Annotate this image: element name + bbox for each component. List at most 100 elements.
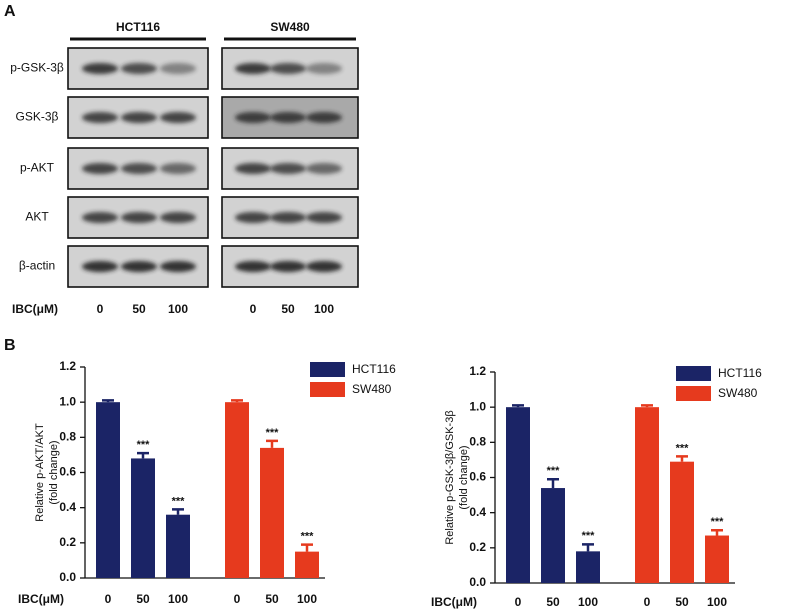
y-axis-label: Relative p-GSK-3β/GSK-3β	[444, 410, 456, 544]
error-bar	[711, 529, 723, 536]
x-tick-label: 100	[578, 595, 598, 609]
bar	[225, 402, 249, 578]
significance-label: ***	[676, 442, 690, 454]
y-tick-label: 0.2	[469, 540, 486, 554]
legend-label: SW480	[352, 382, 392, 396]
legend-swatch	[676, 386, 711, 401]
error-bar	[301, 543, 313, 552]
dose-label: 50	[132, 302, 146, 316]
significance-label: ***	[711, 516, 725, 528]
blot-band	[121, 112, 157, 123]
blot-band	[306, 163, 342, 174]
bar	[705, 535, 729, 583]
blot-band	[82, 112, 118, 123]
error-bar	[172, 508, 184, 515]
legend-label: HCT116	[352, 362, 396, 376]
blot-band	[121, 261, 157, 272]
bar	[635, 407, 659, 583]
protein-label: AKT	[25, 210, 49, 224]
x-tick-label: 50	[675, 595, 689, 609]
x-tick-label: 100	[707, 595, 727, 609]
blot-band	[160, 163, 196, 174]
x-tick-label: 100	[168, 592, 188, 606]
y-axis-label: Relative p-AKT/AKT	[34, 423, 46, 522]
significance-label: ***	[582, 530, 596, 542]
legend-swatch	[676, 366, 711, 381]
dose-axis-label: IBC(μM)	[12, 302, 58, 316]
significance-label: ***	[547, 465, 561, 477]
significance-label: ***	[301, 530, 315, 542]
panel-label: B	[4, 337, 16, 354]
protein-label: p-AKT	[20, 161, 55, 175]
bar	[506, 407, 530, 583]
error-bar	[641, 404, 653, 408]
blot-band	[270, 261, 306, 272]
blot-band	[270, 63, 306, 74]
dose-label: 0	[97, 302, 104, 316]
blot-band	[121, 163, 157, 174]
blot-panel: HCT116 0 50 100 SW480 0 50 100 p-GSK-3β GSK-3β p-A…	[10, 20, 359, 316]
blot-band	[306, 112, 342, 123]
blot-band	[306, 63, 342, 74]
y-tick-label: 1.0	[59, 394, 76, 408]
protein-label: GSK-3β	[16, 110, 59, 124]
cell-line-label: HCT116	[116, 20, 160, 34]
bar	[295, 551, 319, 578]
protein-label: p-GSK-3β	[10, 61, 64, 75]
blot-band	[160, 112, 196, 123]
blot-band	[160, 63, 196, 74]
bar	[670, 461, 694, 583]
y-tick-label: 0.8	[469, 435, 486, 449]
blot-band	[160, 212, 196, 223]
error-bar	[266, 439, 278, 448]
blot-band	[82, 212, 118, 223]
y-tick-label: 1.0	[469, 399, 486, 413]
blot-band	[235, 112, 271, 123]
blot-band	[235, 63, 271, 74]
legend-label: SW480	[718, 386, 758, 400]
error-bar	[676, 455, 688, 462]
error-bar	[231, 399, 243, 403]
blot-band	[235, 212, 271, 223]
blot-band	[235, 163, 271, 174]
error-bar	[547, 478, 559, 489]
dose-label: 100	[168, 302, 188, 316]
y-tick-label: 0.4	[469, 505, 486, 519]
y-tick-label: 0.4	[59, 500, 76, 514]
error-bar	[512, 404, 524, 408]
blot-band	[270, 112, 306, 123]
y-tick-label: 0.2	[59, 535, 76, 549]
bar	[541, 488, 565, 583]
significance-label: ***	[137, 439, 151, 451]
y-tick-label: 0.0	[469, 575, 486, 589]
blot-band	[235, 261, 271, 272]
legend-swatch	[310, 382, 345, 397]
blot-band	[306, 261, 342, 272]
error-bar	[582, 543, 594, 552]
x-tick-label: 0	[105, 592, 112, 606]
y-axis-label: (fold change)	[458, 445, 470, 509]
blot-band	[121, 212, 157, 223]
x-tick-label: 50	[136, 592, 150, 606]
bar	[131, 458, 155, 578]
significance-label: ***	[266, 427, 280, 439]
legend-swatch	[310, 362, 345, 377]
y-tick-label: 0.6	[59, 465, 76, 479]
cell-line-label: SW480	[270, 20, 310, 34]
x-axis-label: IBC(μM)	[18, 592, 64, 606]
bar	[576, 551, 600, 583]
blot-band	[270, 212, 306, 223]
significance-label: ***	[172, 495, 186, 507]
bar	[260, 447, 284, 578]
error-bar	[137, 451, 149, 459]
x-tick-label: 0	[644, 595, 651, 609]
blot-band	[82, 261, 118, 272]
blot-band	[82, 63, 118, 74]
y-axis-label: (fold change)	[48, 440, 60, 504]
blot-band	[160, 261, 196, 272]
blot-band	[82, 163, 118, 174]
error-bar	[102, 399, 114, 403]
y-tick-label: 0.8	[59, 430, 76, 444]
